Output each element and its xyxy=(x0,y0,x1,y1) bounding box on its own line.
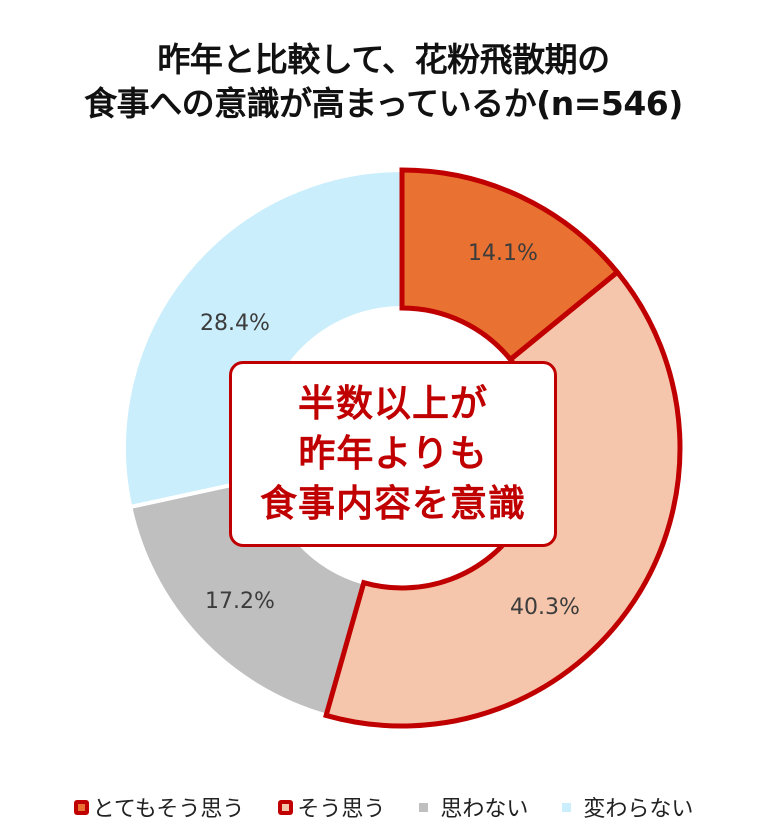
legend-label: 思わない xyxy=(440,797,529,822)
legend-item-unchanged: 変わらない xyxy=(562,791,693,823)
legend-item-very-agree: とてもそう思う xyxy=(73,791,245,823)
callout-line1: 半数以上が xyxy=(298,382,488,425)
chart-title-line2: 食事への意識が高まっているか(n=546) xyxy=(84,84,683,123)
data-label-very-agree: 14.1% xyxy=(468,241,538,266)
data-label-unchanged: 28.4% xyxy=(200,311,270,336)
legend-item-disagree: 思わない xyxy=(419,791,528,823)
callout-line3: 食事内容を意識 xyxy=(260,482,526,525)
legend-swatch-icon xyxy=(562,802,572,812)
legend-label: とてもそう思う xyxy=(92,797,245,822)
highlight-outline xyxy=(399,167,621,363)
callout-box: 半数以上が 昨年よりも 食事内容を意識 xyxy=(229,361,557,547)
legend-swatch-icon xyxy=(278,799,294,815)
chart-title-line1: 昨年と比較して、花粉飛散期の xyxy=(157,40,610,79)
donut-slice-disagree xyxy=(127,475,367,718)
legend: とてもそう思う そう思う 思わない 変わらない xyxy=(0,791,767,823)
legend-swatch-icon xyxy=(419,802,429,812)
chart-title: 昨年と比較して、花粉飛散期の 食事への意識が高まっているか(n=546) xyxy=(0,38,767,126)
data-label-disagree: 17.2% xyxy=(205,589,275,614)
data-label-agree: 40.3% xyxy=(510,595,580,620)
legend-label: そう思う xyxy=(297,797,386,822)
legend-item-agree: そう思う xyxy=(278,791,385,823)
callout-line2: 昨年よりも xyxy=(298,432,488,475)
legend-swatch-icon xyxy=(73,799,89,815)
legend-label: 変わらない xyxy=(583,797,694,822)
